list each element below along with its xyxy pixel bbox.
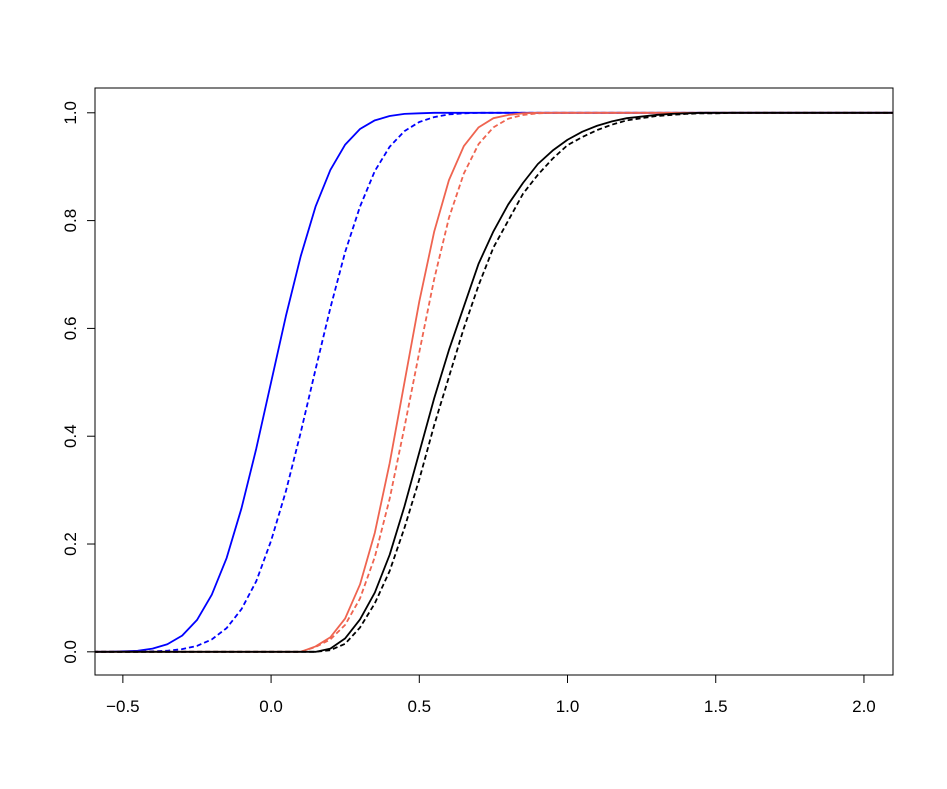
y-tick-label: 0.2 bbox=[61, 532, 80, 556]
plot-area bbox=[95, 111, 893, 653]
y-tick-label: 0.4 bbox=[61, 424, 80, 448]
series-line bbox=[95, 111, 893, 653]
x-tick-label: 2.0 bbox=[852, 697, 876, 716]
x-tick-label: 1.0 bbox=[556, 697, 580, 716]
series-line bbox=[95, 111, 893, 653]
plot-frame bbox=[94, 87, 894, 676]
series-line bbox=[95, 111, 893, 653]
series-line bbox=[95, 111, 893, 653]
series-line bbox=[95, 111, 893, 653]
y-tick-label: 0.0 bbox=[61, 640, 80, 664]
x-tick-label: 1.5 bbox=[704, 697, 728, 716]
x-tick-label: −0.5 bbox=[106, 697, 140, 716]
x-tick-label: 0.5 bbox=[407, 697, 431, 716]
y-tick-label: 1.0 bbox=[61, 101, 80, 125]
x-tick-label: 0.0 bbox=[259, 697, 283, 716]
y-tick-label: 0.6 bbox=[61, 317, 80, 341]
series-line bbox=[95, 111, 893, 653]
y-tick-label: 0.8 bbox=[61, 209, 80, 233]
